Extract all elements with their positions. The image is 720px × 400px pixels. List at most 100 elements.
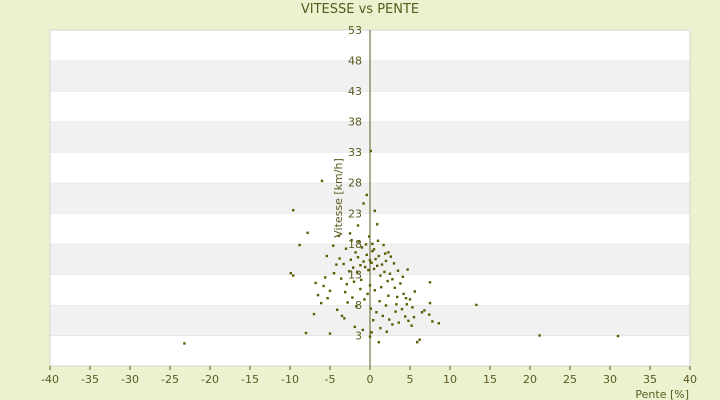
data-point — [393, 286, 396, 290]
x-tick-label: 35 — [643, 373, 657, 386]
data-point — [365, 253, 368, 257]
x-tick-label: -40 — [41, 373, 59, 386]
data-point — [383, 270, 386, 274]
data-point — [372, 248, 376, 251]
data-point — [335, 263, 338, 266]
data-point — [437, 322, 440, 325]
data-point — [348, 232, 352, 235]
y-tick-label: 23 — [348, 207, 362, 220]
data-point — [362, 260, 365, 263]
data-point — [366, 292, 369, 296]
data-point — [405, 303, 408, 306]
data-point — [298, 243, 301, 247]
data-point — [348, 270, 351, 273]
data-point — [326, 296, 329, 300]
data-point — [356, 256, 360, 259]
data-point — [361, 328, 364, 332]
data-point — [387, 251, 390, 254]
data-point — [373, 289, 376, 292]
data-point — [328, 332, 332, 335]
data-point — [353, 325, 356, 329]
data-point — [356, 224, 360, 227]
data-point — [324, 276, 327, 279]
data-point — [340, 277, 343, 280]
data-point — [380, 263, 384, 266]
x-tick-label: 0 — [367, 373, 374, 386]
data-point — [379, 274, 382, 277]
data-point — [289, 271, 292, 275]
data-point — [304, 331, 308, 335]
data-point — [395, 303, 398, 306]
data-point — [354, 251, 357, 254]
y-tick-label: 18 — [348, 238, 362, 251]
data-point — [420, 311, 424, 314]
data-point — [364, 265, 367, 269]
data-point — [391, 278, 394, 281]
data-point — [352, 266, 355, 269]
data-point — [306, 231, 309, 235]
data-point — [372, 267, 376, 271]
data-point — [616, 334, 620, 338]
data-point — [382, 243, 385, 247]
data-point — [475, 303, 478, 307]
y-axis-title: Vitesse [km/h] — [332, 158, 345, 238]
data-point — [352, 280, 356, 283]
data-point — [183, 342, 186, 345]
x-tick-label: -20 — [201, 373, 219, 386]
data-point — [370, 331, 373, 334]
data-point — [368, 259, 372, 262]
y-tick-label: 38 — [348, 116, 362, 129]
data-point — [376, 223, 379, 226]
data-point — [377, 340, 380, 344]
x-axis-title: Pente [%] — [635, 388, 689, 400]
data-point — [418, 338, 421, 341]
data-point — [399, 282, 402, 285]
y-tick-label: 53 — [348, 24, 362, 37]
data-point — [386, 279, 389, 283]
data-point — [428, 313, 431, 316]
data-point — [388, 272, 392, 275]
data-point — [359, 287, 362, 291]
data-point — [356, 271, 359, 274]
data-point — [370, 261, 373, 264]
chart-title: VITESSE vs PENTE — [300, 2, 420, 17]
data-point — [368, 235, 371, 238]
data-point — [314, 281, 317, 285]
data-point — [343, 317, 346, 320]
data-point — [346, 301, 349, 304]
x-tick-label: 30 — [603, 373, 617, 386]
data-point — [402, 292, 405, 296]
x-tick-label: 40 — [683, 373, 697, 386]
data-point — [379, 326, 382, 330]
x-tick-label: 20 — [523, 373, 537, 386]
data-point — [381, 314, 384, 318]
x-tick-label: -35 — [81, 373, 99, 386]
data-point — [404, 296, 408, 300]
data-point — [360, 246, 364, 249]
data-point — [322, 284, 325, 288]
x-tick-label: -5 — [325, 373, 336, 386]
data-point — [385, 330, 388, 333]
data-point — [344, 290, 347, 294]
data-point — [362, 202, 365, 205]
y-tick-label: 3 — [355, 329, 362, 342]
data-point — [320, 179, 324, 183]
data-point — [396, 269, 400, 272]
data-point — [391, 323, 394, 326]
data-point — [431, 320, 434, 323]
data-point — [359, 264, 362, 267]
data-point — [367, 268, 370, 272]
x-tick-label: -25 — [161, 373, 179, 386]
data-point — [412, 315, 416, 319]
y-tick-label: 28 — [348, 177, 362, 190]
data-point — [378, 300, 381, 303]
data-point — [404, 315, 407, 318]
data-point — [292, 209, 295, 212]
data-point — [369, 307, 372, 310]
data-point — [332, 244, 335, 247]
data-point — [364, 243, 368, 246]
x-tick-label: -30 — [121, 373, 139, 386]
data-point — [416, 340, 419, 344]
x-tick-label: -15 — [241, 373, 259, 386]
data-point — [340, 314, 344, 318]
